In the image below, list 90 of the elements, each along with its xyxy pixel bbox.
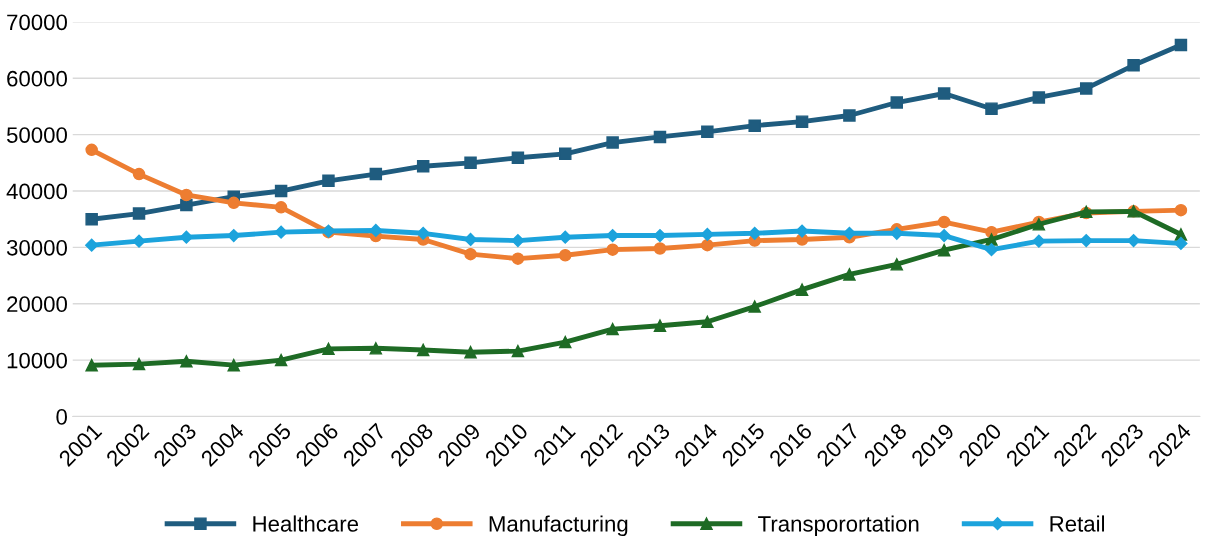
point	[511, 252, 525, 265]
point	[890, 258, 904, 271]
point	[843, 268, 856, 281]
point	[511, 151, 525, 165]
legend-label: Manufacturing	[489, 515, 628, 537]
point	[85, 238, 99, 252]
point	[795, 224, 809, 238]
point	[179, 230, 193, 244]
point	[653, 228, 667, 243]
point	[653, 319, 667, 332]
point	[85, 358, 98, 372]
point	[274, 225, 288, 239]
point	[653, 130, 667, 144]
point	[227, 196, 240, 210]
point	[132, 207, 146, 220]
point	[416, 343, 430, 357]
point	[464, 345, 477, 359]
point	[558, 230, 572, 244]
y-tick-label: 50000	[6, 127, 67, 143]
y-tick-label: 10000	[7, 352, 67, 369]
point	[559, 249, 572, 262]
point	[369, 167, 383, 181]
point	[463, 232, 478, 247]
y-tick-label: 0	[56, 409, 67, 425]
point	[180, 198, 193, 212]
point	[748, 119, 761, 132]
y-tick-label: 40000	[6, 183, 67, 200]
point	[369, 223, 383, 238]
point	[180, 354, 193, 368]
point	[85, 143, 98, 157]
point	[985, 233, 998, 246]
legend-label: Retail	[1050, 515, 1105, 532]
point	[606, 322, 619, 336]
point	[85, 212, 98, 226]
point	[559, 147, 572, 161]
point	[795, 115, 809, 128]
point	[843, 109, 856, 122]
point	[701, 125, 714, 139]
point	[180, 188, 193, 202]
point	[559, 335, 572, 349]
point	[1079, 234, 1093, 248]
point	[1174, 236, 1188, 251]
point	[984, 243, 999, 257]
point	[416, 159, 430, 173]
point	[416, 226, 430, 240]
point	[653, 242, 667, 255]
point	[700, 227, 714, 242]
point	[606, 243, 619, 256]
point	[795, 283, 809, 296]
point	[842, 226, 857, 240]
y-tick-label: 30000	[6, 239, 67, 256]
y-tick-label: 70000	[7, 14, 67, 31]
point	[464, 247, 477, 261]
point	[1174, 38, 1188, 52]
point	[937, 243, 951, 257]
point	[1127, 59, 1140, 72]
point	[322, 174, 335, 188]
point	[937, 87, 951, 100]
point	[1126, 234, 1141, 248]
point	[1032, 234, 1046, 248]
point	[227, 358, 240, 372]
point	[227, 228, 241, 243]
legend-label: Healthcare	[253, 515, 359, 532]
point	[369, 342, 383, 355]
point	[937, 215, 951, 229]
point	[132, 167, 146, 181]
point	[985, 102, 998, 115]
point	[1079, 82, 1093, 95]
point	[890, 96, 904, 109]
point	[701, 238, 714, 252]
point	[890, 226, 904, 240]
point	[274, 201, 288, 214]
point	[132, 234, 146, 248]
legend-label: Transporortation	[758, 515, 919, 537]
point	[511, 234, 525, 248]
point	[748, 226, 762, 240]
point	[1032, 91, 1046, 104]
point	[511, 344, 525, 358]
y-tick-label: 20000	[7, 296, 67, 313]
point	[1174, 203, 1188, 217]
point	[937, 228, 951, 243]
point	[274, 184, 288, 198]
point	[606, 136, 619, 149]
point	[748, 300, 761, 313]
point	[464, 156, 477, 170]
y-tick-label: 60000	[7, 70, 67, 87]
point	[322, 342, 335, 356]
point	[132, 357, 146, 371]
point	[274, 353, 288, 367]
point	[701, 315, 714, 329]
